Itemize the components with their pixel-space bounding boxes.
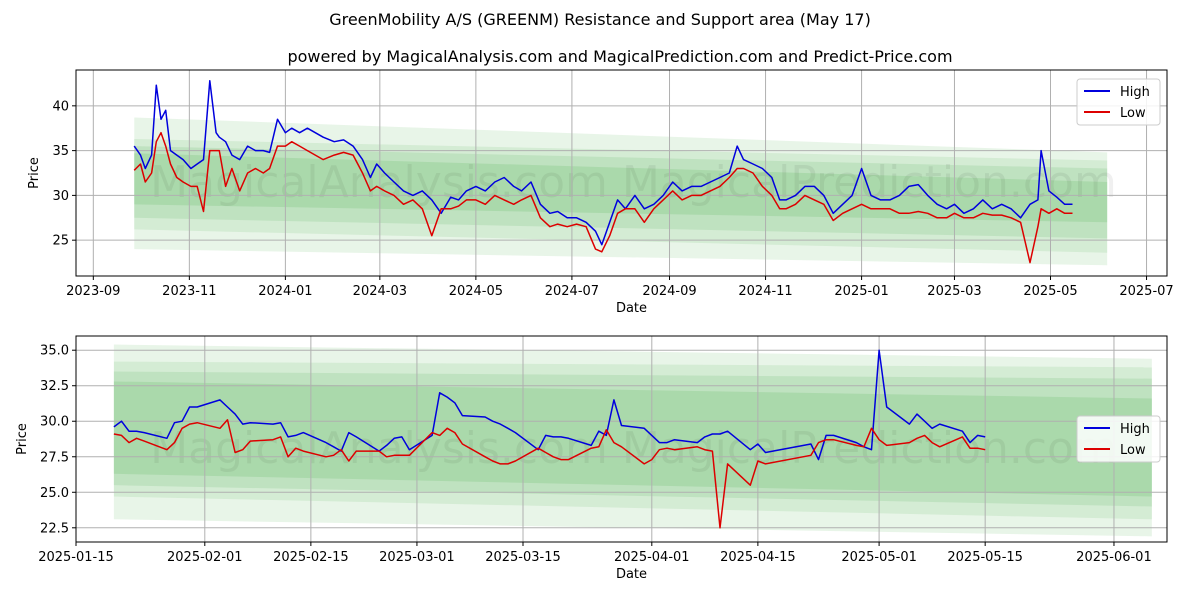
band-1 [113,361,1152,520]
series-line-low [133,131,1073,264]
legend: High Low [1076,415,1161,463]
series-lines [113,349,986,529]
x-axis-label: Date [616,301,647,316]
band-0 [134,117,1108,266]
y-tick-label: 32.5 [40,379,69,394]
series-line-high [113,349,986,461]
y-tick-label: 30 [52,189,69,204]
band-0 [113,344,1152,537]
x-tick-label: 2023-09 [66,284,120,299]
y-tick-label: 22.5 [40,521,69,536]
legend-label-high: High [1120,85,1150,100]
x-tick-label: 2025-01-15 [38,550,114,565]
x-tick-label: 2025-05 [1023,284,1077,299]
y-tick-label: 35 [52,144,69,159]
y-tick-label: 25.0 [40,486,69,501]
series-line-high [133,79,1073,246]
x-tick-label: 2025-02-01 [167,550,243,565]
x-tick-label: 2024-05 [449,284,503,299]
x-tick-label: 2023-11 [162,284,216,299]
series-lines [133,79,1073,264]
x-tick-label: 2024-03 [353,284,407,299]
y-tick-label: 30.0 [40,415,69,430]
band-2 [113,371,1152,507]
chart-subtitle: powered by MagicalAnalysis.com and Magic… [287,47,952,66]
legend-label-high: High [1120,422,1150,437]
bottom-panel: MagicalAnalysis.com MagicalPrediction.co… [15,335,1168,582]
band-2 [134,146,1108,239]
x-tick-label: 2025-03 [927,284,981,299]
y-tick-label: 25 [52,234,69,249]
plot-frame [75,335,1168,543]
y-tick-label: 40 [52,99,69,114]
x-tick-label: 2025-03-15 [485,550,561,565]
watermark: MagicalAnalysis.com MagicalPrediction.co… [150,157,1117,208]
grid [75,336,1167,542]
x-tick-label: 2025-04-01 [614,550,690,565]
y-tick-label: 27.5 [40,450,69,465]
x-tick-label: 2025-05-15 [947,550,1023,565]
x-tick-label: 2025-01 [834,284,888,299]
legend-label-low: Low [1120,443,1146,458]
top-panel: MagicalAnalysis.com MagicalPrediction.co… [27,69,1174,316]
x-tick-label: 2025-06-01 [1076,550,1152,565]
x-tick-label: 2025-05-01 [841,550,917,565]
x-tick-label: 2024-11 [738,284,792,299]
x-tick-label: 2025-04-15 [720,550,796,565]
y-axis-label: Price [15,423,30,455]
x-tick-label: 2024-01 [258,284,312,299]
legend-label-low: Low [1120,106,1146,121]
band-3 [113,381,1152,497]
y-axis-label: Price [27,157,42,189]
x-tick-label: 2025-02-15 [273,550,349,565]
legend: High Low [1076,78,1161,126]
x-axis-label: Date [616,567,647,582]
x-tick-label: 2024-09 [642,284,696,299]
x-tick-label: 2025-03-01 [379,550,455,565]
series-line-low [113,419,986,529]
support-resistance-bands [113,344,1152,537]
x-tick-label: 2025-07 [1119,284,1173,299]
plot-frame [75,69,1168,277]
chart-title: GreenMobility A/S (GREENM) Resistance an… [329,10,871,29]
x-tick-label: 2024-07 [545,284,599,299]
y-tick-label: 35.0 [40,344,69,359]
